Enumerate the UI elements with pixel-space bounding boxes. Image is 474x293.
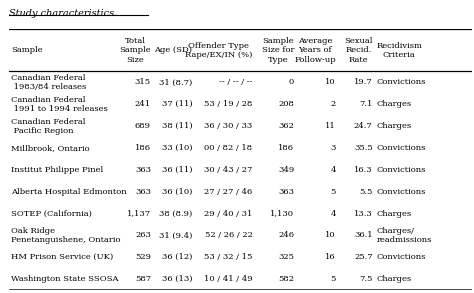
Text: 349: 349 (278, 166, 294, 174)
Text: 36 (10): 36 (10) (162, 188, 192, 196)
Text: 10 / 41 / 49: 10 / 41 / 49 (204, 275, 253, 283)
Text: 27 / 27 / 46: 27 / 27 / 46 (204, 188, 253, 196)
Text: 7.5: 7.5 (359, 275, 373, 283)
Text: 53 / 32 / 15: 53 / 32 / 15 (204, 253, 253, 261)
Text: Washington State SSOSA: Washington State SSOSA (11, 275, 119, 283)
Text: 10: 10 (325, 231, 336, 239)
Text: Offender Type
Rape/EX/IN (%): Offender Type Rape/EX/IN (%) (185, 42, 253, 59)
Text: 38 (11): 38 (11) (162, 122, 192, 130)
Text: Charges: Charges (376, 209, 411, 217)
Text: 325: 325 (278, 253, 294, 261)
Text: 36 (13): 36 (13) (162, 275, 192, 283)
Text: 31 (8.7): 31 (8.7) (159, 78, 192, 86)
Text: 52 / 26 / 22: 52 / 26 / 22 (205, 231, 253, 239)
Text: Canadian Federal
 1983/84 releases: Canadian Federal 1983/84 releases (11, 74, 87, 91)
Text: 1,130: 1,130 (270, 209, 294, 217)
Text: Average
Years of
Follow-up: Average Years of Follow-up (294, 37, 336, 64)
Text: 186: 186 (135, 144, 151, 152)
Text: Age (SD): Age (SD) (155, 46, 192, 54)
Text: 362: 362 (278, 122, 294, 130)
Text: 00 / 82 / 18: 00 / 82 / 18 (204, 144, 253, 152)
Text: Institut Philippe Pinel: Institut Philippe Pinel (11, 166, 104, 174)
Text: 4: 4 (330, 166, 336, 174)
Text: Charges: Charges (376, 122, 411, 130)
Text: Millbrook, Ontario: Millbrook, Ontario (11, 144, 90, 152)
Text: 0: 0 (289, 78, 294, 86)
Text: 363: 363 (135, 188, 151, 196)
Text: 208: 208 (278, 100, 294, 108)
Text: 36 / 30 / 33: 36 / 30 / 33 (204, 122, 253, 130)
Text: Charges: Charges (376, 100, 411, 108)
Text: 263: 263 (135, 231, 151, 239)
Text: 7.1: 7.1 (359, 100, 373, 108)
Text: Recidivism
Criteria: Recidivism Criteria (376, 42, 422, 59)
Text: Convictions: Convictions (376, 166, 426, 174)
Text: Charges/
readmissions: Charges/ readmissions (376, 227, 432, 244)
Text: 19.7: 19.7 (354, 78, 373, 86)
Text: 315: 315 (135, 78, 151, 86)
Text: 36 (12): 36 (12) (162, 253, 192, 261)
Text: Convictions: Convictions (376, 253, 426, 261)
Text: Oak Ridge
Penetanguishene, Ontario: Oak Ridge Penetanguishene, Ontario (11, 227, 121, 244)
Text: 11: 11 (325, 122, 336, 130)
Text: 241: 241 (135, 100, 151, 108)
Text: 29 / 40 / 31: 29 / 40 / 31 (204, 209, 253, 217)
Text: 38 (8.9): 38 (8.9) (159, 209, 192, 217)
Text: Convictions: Convictions (376, 188, 426, 196)
Text: Study characteristics.: Study characteristics. (9, 9, 118, 18)
Text: 36 (11): 36 (11) (162, 166, 192, 174)
Text: 5: 5 (330, 275, 336, 283)
Text: Sexual
Recid.
Rate: Sexual Recid. Rate (344, 37, 373, 64)
Text: 3: 3 (330, 144, 336, 152)
Text: 5: 5 (330, 188, 336, 196)
Text: 25.7: 25.7 (354, 253, 373, 261)
Text: 1,137: 1,137 (127, 209, 151, 217)
Text: 31 (9.4): 31 (9.4) (159, 231, 192, 239)
Text: 53 / 19 / 28: 53 / 19 / 28 (204, 100, 253, 108)
Text: Charges: Charges (376, 275, 411, 283)
Text: 2: 2 (330, 100, 336, 108)
Text: 5.5: 5.5 (359, 188, 373, 196)
Text: 33 (10): 33 (10) (162, 144, 192, 152)
Text: 689: 689 (135, 122, 151, 130)
Text: 10: 10 (325, 78, 336, 86)
Text: 186: 186 (278, 144, 294, 152)
Text: Canadian Federal
 1991 to 1994 releases: Canadian Federal 1991 to 1994 releases (11, 96, 108, 113)
Text: Canadian Federal
 Pacific Region: Canadian Federal Pacific Region (11, 117, 86, 135)
Text: Convictions: Convictions (376, 78, 426, 86)
Text: 37 (11): 37 (11) (162, 100, 192, 108)
Text: 529: 529 (135, 253, 151, 261)
Text: 16: 16 (325, 253, 336, 261)
Text: 587: 587 (135, 275, 151, 283)
Text: 36.1: 36.1 (354, 231, 373, 239)
Text: Sample: Sample (11, 46, 43, 54)
Text: 363: 363 (278, 188, 294, 196)
Text: 363: 363 (135, 166, 151, 174)
Text: Convictions: Convictions (376, 144, 426, 152)
Text: 582: 582 (278, 275, 294, 283)
Text: 246: 246 (278, 231, 294, 239)
Text: 30 / 43 / 27: 30 / 43 / 27 (204, 166, 253, 174)
Text: SOTEP (California): SOTEP (California) (11, 209, 92, 217)
Text: 35.5: 35.5 (354, 144, 373, 152)
Text: 4: 4 (330, 209, 336, 217)
Text: 13.3: 13.3 (354, 209, 373, 217)
Text: -- / -- / --: -- / -- / -- (219, 78, 253, 86)
Text: Total
Sample
Size: Total Sample Size (119, 37, 151, 64)
Text: 24.7: 24.7 (354, 122, 373, 130)
Text: HM Prison Service (UK): HM Prison Service (UK) (11, 253, 114, 261)
Text: Sample
Size for
Type: Sample Size for Type (262, 37, 294, 64)
Text: Alberta Hospital Edmonton: Alberta Hospital Edmonton (11, 188, 127, 196)
Text: 16.3: 16.3 (354, 166, 373, 174)
